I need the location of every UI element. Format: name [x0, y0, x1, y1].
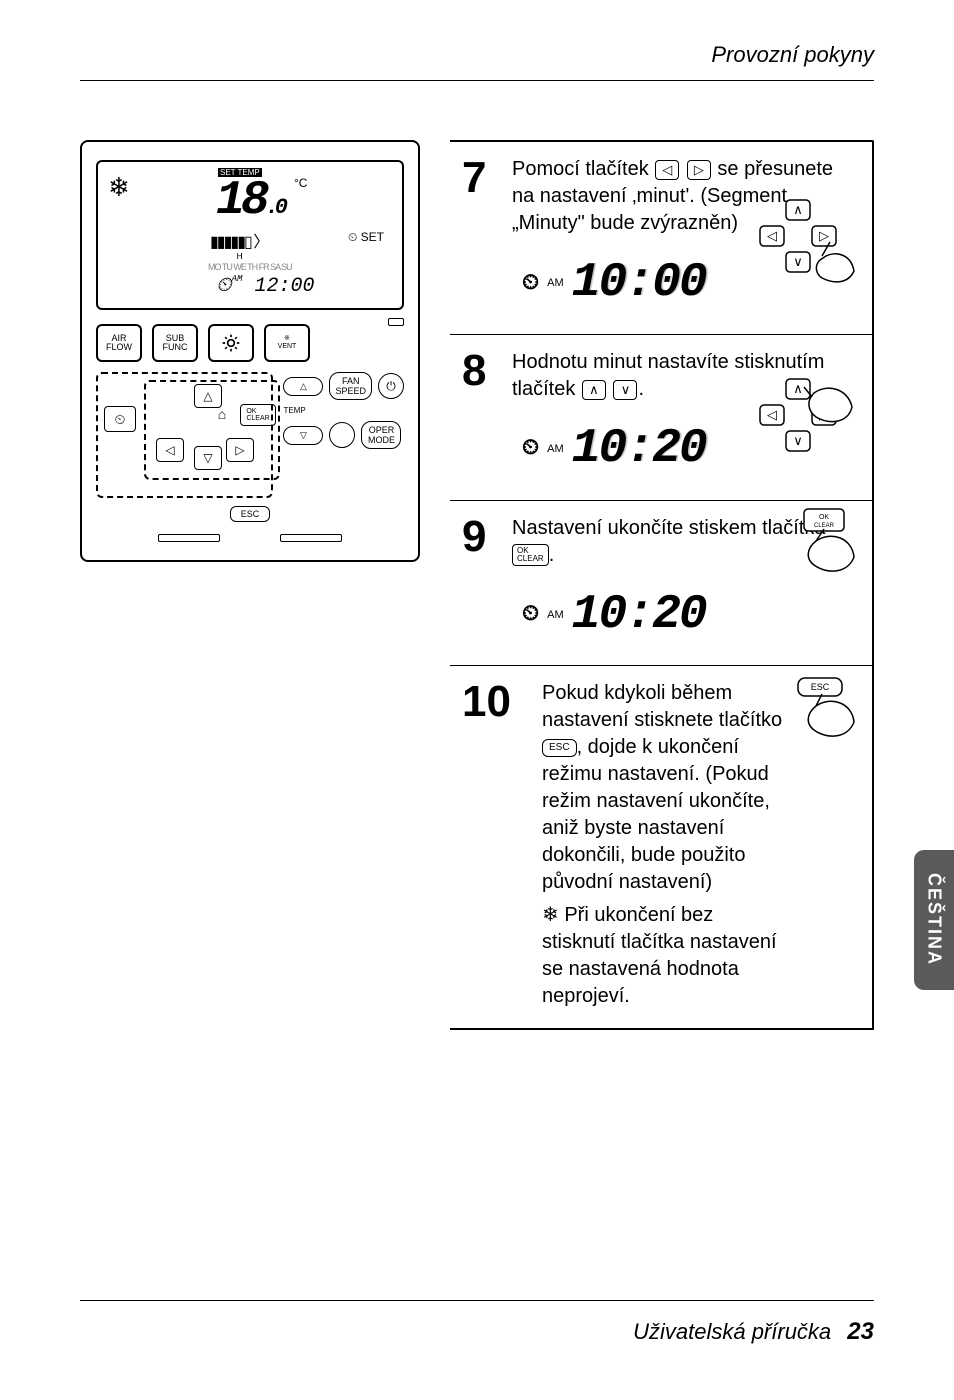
right-key-icon: ▷ [687, 160, 711, 180]
hand-esc-graphic: ESC [786, 676, 856, 746]
footer: Uživatelská příručka 23 [633, 1318, 874, 1346]
svg-text:◁: ◁ [767, 228, 777, 243]
home-icon: ⌂ [210, 404, 234, 424]
power-button[interactable]: ⏻ [378, 373, 404, 399]
svg-text:∨: ∨ [793, 254, 803, 269]
step-9: 9 Nastavení ukončíte stiskem tlačítka OK… [450, 501, 872, 667]
step-8-time: 10:20 [572, 417, 706, 482]
step-7-num: 7 [462, 156, 502, 316]
svg-text:ESC: ESC [811, 682, 830, 692]
oper-mode-button[interactable]: OPER MODE [361, 421, 401, 449]
ok-clear-button[interactable]: OK CLEAR [240, 404, 276, 426]
fan-hi: HI [210, 252, 267, 261]
temp-digits: 18 [216, 174, 266, 228]
svg-text:◁: ◁ [767, 407, 777, 422]
step-8-num: 8 [462, 349, 502, 482]
step-10-note: Při ukončení bez stisknutí tlačítka nast… [542, 904, 777, 1007]
clock-icon: ⏲ [522, 269, 539, 299]
right-button[interactable]: ▷ [226, 438, 254, 462]
vent-label: VENT [278, 343, 297, 350]
am-label: AM [547, 276, 564, 291]
fan-speed-button[interactable]: FAN SPEED [329, 372, 372, 400]
temp-unit: °C [294, 176, 307, 190]
steps-box: 7 Pomocí tlačítek ◁ ▷ se přesunete na na… [450, 140, 874, 1030]
ir-led [388, 318, 404, 326]
up-key-icon: ∧ [582, 380, 606, 400]
page-number: 23 [847, 1318, 874, 1345]
svg-text:∧: ∧ [793, 202, 803, 217]
clock-icon: ⏲ [522, 434, 539, 464]
remote-foot [96, 530, 404, 546]
step-10-num: 10 [462, 680, 532, 1010]
step-10-text-a: Pokud kdykoli během nastavení stisknete … [542, 682, 782, 731]
clock-button[interactable]: ⏲ [104, 406, 136, 432]
step-9-display: ⏲ AM 10:20 [522, 583, 856, 648]
days-row: MO TU WE TH FR SA SU [208, 262, 292, 272]
temp-fraction: .0 [266, 195, 284, 220]
lcd-time: 12:00 [254, 275, 314, 298]
remote-lcd: ❄ SET TEMP 18.0 °C ▮▮▮▮▮▯ 〉 HI ⏲ SET MO … [96, 160, 404, 310]
footer-rule [80, 1300, 874, 1301]
svg-text:∨: ∨ [793, 433, 803, 448]
step-8-text-b: . [638, 378, 644, 400]
set-indicator: ⏲ SET [348, 230, 384, 245]
svg-text:▷: ▷ [819, 228, 829, 243]
step-7-time: 10:00 [572, 251, 706, 316]
step-10-text-b: , dojde k ukončení režimu nastavení. (Po… [542, 736, 770, 893]
step-9-text-b: . [549, 544, 555, 566]
step-8: 8 Hodnotu minut nastavíte stisknutím tla… [450, 335, 872, 501]
step-7: 7 Pomocí tlačítek ◁ ▷ se přesunete na na… [450, 142, 872, 335]
gear-icon [221, 333, 241, 353]
esc-button[interactable]: ESC [230, 506, 271, 522]
left-button[interactable]: ◁ [156, 438, 184, 462]
lcd-clock: ⏲AM 12:00 [216, 274, 314, 298]
left-key-icon: ◁ [655, 160, 679, 180]
temp-value: 18.0 [216, 174, 284, 228]
hand-nav-graphic: ◁ ▷ ∧ ∨ [756, 196, 856, 286]
settings-button[interactable] [208, 324, 254, 362]
vent-button[interactable]: ※VENT [264, 324, 310, 362]
dpad-area: ⏲ △ ▽ ◁ ▷ ⌂ OK CLEAR [96, 372, 273, 498]
lcd-clock-icon: ⏲ [216, 275, 232, 298]
fan-bars: ▮▮▮▮▮▯ 〉 HI [210, 228, 267, 261]
am-label: AM [547, 442, 564, 457]
fan-bar-glyphs: ▮▮▮▮▮▯ 〉 [210, 234, 267, 251]
svg-text:CLEAR: CLEAR [814, 523, 835, 529]
lcd-am: AM [232, 274, 243, 284]
remote-diagram: ❄ SET TEMP 18.0 °C ▮▮▮▮▮▯ 〉 HI ⏲ SET MO … [80, 140, 420, 562]
svg-text:∧: ∧ [793, 381, 803, 396]
air-flow-button[interactable]: AIR FLOW [96, 324, 142, 362]
hand-ok-graphic: OK CLEAR [776, 507, 856, 577]
svg-text:OK: OK [819, 514, 829, 521]
step-9-num: 9 [462, 515, 502, 648]
am-label: AM [547, 608, 564, 623]
indicator-led [329, 422, 355, 448]
snowflake-icon: ❄ [542, 904, 559, 926]
ok-clear-key-icon: OK CLEAR [512, 544, 549, 566]
mode-icon: ❄ [108, 172, 130, 203]
header-section: Provozní pokyny [711, 42, 874, 68]
foot-slit-left [158, 534, 220, 542]
hand-updown-graphic: ◁ ▷ ∧ ∨ [756, 375, 856, 465]
step-7-text-a: Pomocí tlačítek [512, 158, 654, 180]
language-tab-label: ČEŠTINA [924, 873, 945, 966]
header-rule [80, 80, 874, 81]
foot-slit-right [280, 534, 342, 542]
down-button[interactable]: ▽ [194, 446, 222, 470]
footer-label: Uživatelská příručka [633, 1319, 831, 1344]
esc-key-icon: ESC [542, 739, 577, 757]
language-tab: ČEŠTINA [914, 850, 954, 990]
step-9-time: 10:20 [572, 583, 706, 648]
temp-down-button[interactable]: ▽ [283, 426, 323, 445]
temp-label: TEMP [283, 406, 404, 415]
temp-up-button[interactable]: △ [283, 377, 323, 396]
clock-icon: ⏲ [522, 600, 539, 630]
down-key-icon: ∨ [613, 380, 637, 400]
sub-func-button[interactable]: SUB FUNC [152, 324, 198, 362]
step-10: 10 Pokud kdykoli během nastavení stiskne… [450, 666, 872, 1028]
